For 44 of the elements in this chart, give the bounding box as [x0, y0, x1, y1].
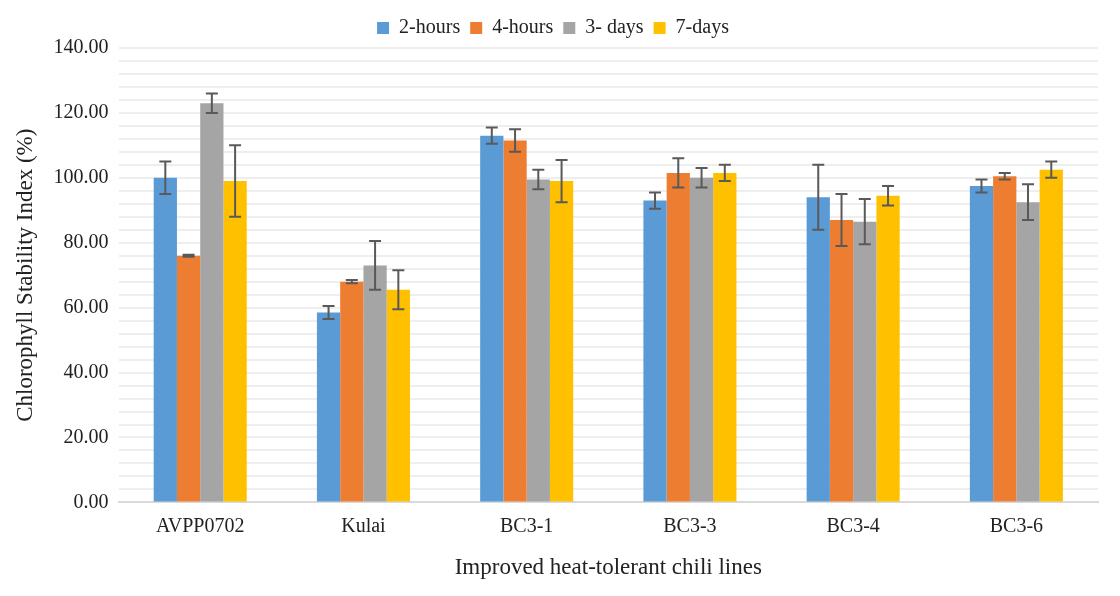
- legend-label: 4-hours: [492, 15, 554, 38]
- bar: [969, 185, 994, 502]
- y-tick-label: 80.00: [63, 229, 109, 252]
- y-tick-label: 120.00: [53, 100, 109, 123]
- x-tick-label: Kulai: [341, 513, 387, 536]
- y-axis-title: Chlorophyll Stability Index (%): [11, 128, 37, 422]
- x-tick-label: BC3-4: [826, 513, 880, 536]
- bar: [316, 312, 341, 502]
- bar: [480, 135, 504, 502]
- y-tick-label: 20.00: [63, 424, 109, 447]
- bar: [503, 140, 527, 502]
- x-tick-label: BC3-6: [989, 513, 1044, 536]
- legend-label: 2-hours: [399, 15, 461, 38]
- bar: [200, 103, 224, 502]
- bar: [643, 200, 667, 502]
- bar: [853, 221, 877, 502]
- x-tick-label: BC3-1: [500, 513, 554, 536]
- x-tick-label: AVPP0702: [155, 513, 245, 536]
- bar: [1016, 202, 1040, 502]
- legend-label: 3- days: [585, 15, 644, 39]
- bar: [666, 172, 690, 502]
- y-tick-label: 140.00: [53, 35, 109, 58]
- bar: [549, 181, 574, 502]
- bar: [689, 177, 714, 502]
- bar: [526, 179, 550, 502]
- y-tick-label: 100.00: [53, 165, 109, 188]
- x-axis-title: Improved heat-tolerant chili lines: [454, 554, 762, 580]
- bar: [876, 195, 900, 502]
- bar: [153, 177, 177, 502]
- y-tick-label: 60.00: [63, 294, 109, 317]
- x-tick-label: BC3-3: [663, 513, 717, 536]
- bar: [223, 181, 247, 502]
- bar: [176, 255, 201, 502]
- bar: [1039, 169, 1063, 502]
- bar: [806, 197, 830, 502]
- legend-label: 7-days: [675, 15, 730, 39]
- bar: [340, 281, 364, 502]
- y-tick-label: 0.00: [73, 489, 109, 512]
- bar: [363, 265, 387, 502]
- bar: [713, 172, 737, 502]
- bar: [386, 289, 410, 502]
- bar: [993, 176, 1017, 502]
- y-tick-label: 40.00: [63, 359, 109, 382]
- bar: [829, 220, 854, 502]
